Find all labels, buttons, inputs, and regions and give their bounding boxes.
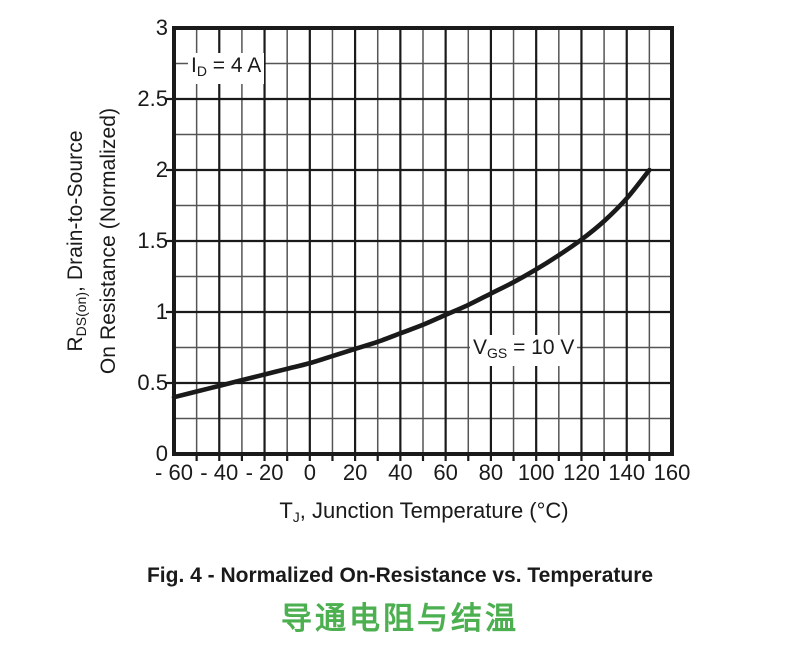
y-axis-tick-label: 1.5 bbox=[137, 228, 168, 253]
annotation-drain-current-pre: I bbox=[191, 54, 197, 77]
x-axis-tick-label: - 60 bbox=[155, 460, 193, 485]
x-axis-title-post: , Junction Temperature (°C) bbox=[299, 498, 569, 523]
annotation-gate-source-voltage: VGS = 10 V bbox=[470, 335, 578, 366]
x-axis-title: TJ, Junction Temperature (°C) bbox=[0, 498, 800, 530]
y-axis-title-line1-pre: R bbox=[64, 336, 88, 352]
x-axis-title-pre: T bbox=[279, 498, 293, 523]
x-axis-tick-label: 40 bbox=[388, 460, 413, 485]
x-axis-tick-label: 100 bbox=[517, 460, 555, 485]
y-axis-tick-label: 2.5 bbox=[137, 86, 168, 111]
y-axis-title-line1: RDS(on), Drain-to-Source bbox=[62, 108, 95, 374]
x-axis-tick-label: 160 bbox=[653, 460, 691, 485]
y-axis-title-line1-post: , Drain-to-Source bbox=[64, 130, 88, 292]
x-axis-tick-label: 120 bbox=[563, 460, 600, 485]
x-axis-tick-label: - 40 bbox=[200, 460, 239, 485]
data-curve-normalized-rdson bbox=[171, 167, 652, 400]
y-axis-tick-label: 0 bbox=[155, 441, 168, 466]
grid-major-lines bbox=[174, 28, 672, 454]
x-axis-tick-label: - 20 bbox=[245, 460, 284, 485]
annotation-gate-source-voltage-pre: V bbox=[473, 336, 488, 359]
y-axis-tick-labels: 0 0.5 1 1.5 2 2.5 3 bbox=[122, 0, 168, 659]
y-axis-tick-label: 3 bbox=[155, 15, 168, 40]
x-axis-tick-label: 140 bbox=[608, 460, 646, 485]
x-axis-title-sub: J bbox=[292, 508, 300, 525]
plot-frame bbox=[172, 26, 674, 456]
x-axis-tick-labels: - 60 - 40- 20 0 20 40 60 80 100 120 140 160 bbox=[0, 461, 800, 491]
annotation-drain-current-post: = 4 A bbox=[206, 54, 262, 77]
figure-caption: Fig. 4 - Normalized On-Resistance vs. Te… bbox=[146, 564, 654, 587]
y-axis-title-line1-sub: DS(on) bbox=[72, 291, 89, 337]
annotation-drain-current-sub: D bbox=[196, 62, 207, 79]
axis-outer-ticks bbox=[166, 97, 651, 461]
x-axis-tick-label: 80 bbox=[478, 460, 504, 485]
y-axis-tick-label: 2 bbox=[155, 157, 168, 182]
y-axis-tick-label: 0.5 bbox=[137, 370, 168, 395]
y-axis-title-line2: On Resistance (Normalized) bbox=[96, 107, 120, 375]
annotation-drain-current: ID = 4 A bbox=[188, 53, 265, 84]
x-axis-tick-label: 0 bbox=[303, 460, 316, 485]
x-axis-tick-label: 20 bbox=[342, 460, 368, 485]
figure-caption-chinese: 导通电阻与结温 bbox=[281, 601, 519, 636]
y-axis-tick-label: 1 bbox=[155, 299, 168, 324]
x-axis-tick-label: 60 bbox=[433, 460, 458, 485]
annotation-gate-source-voltage-sub: GS bbox=[487, 344, 508, 361]
annotation-gate-source-voltage-post: = 10 V bbox=[507, 336, 575, 359]
y-axis-title: RDS(on), Drain-to-Source On Resistance (… bbox=[56, 28, 128, 454]
